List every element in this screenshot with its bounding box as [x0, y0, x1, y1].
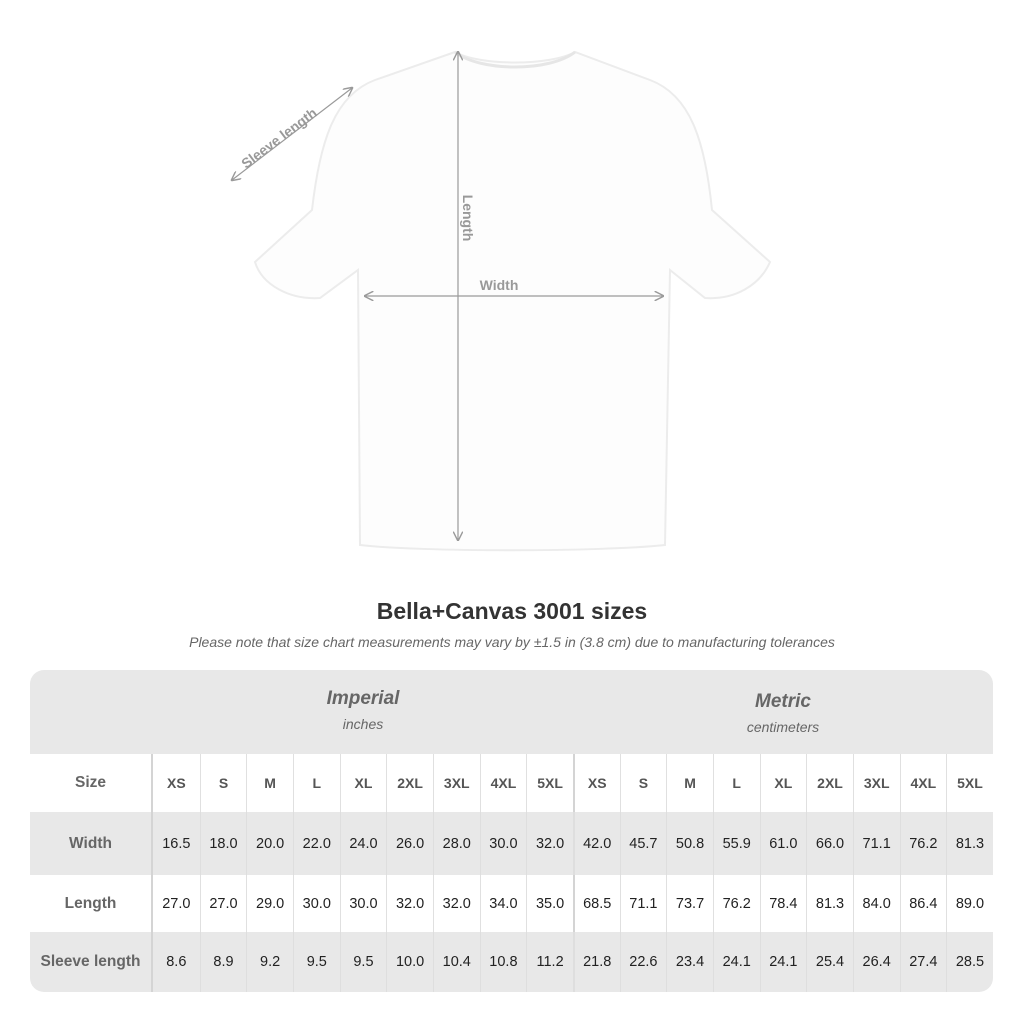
- value-cell: 32.0: [432, 875, 480, 932]
- value-cell: 71.1: [852, 812, 900, 875]
- value-cell: 89.0: [946, 875, 993, 932]
- imperial-unit: inches: [342, 716, 384, 732]
- value-cell: 26.4: [852, 932, 900, 992]
- value-cell: 71.1: [619, 875, 667, 932]
- size-header-cell: L: [712, 754, 760, 812]
- table-row: Length 27.0 27.0 29.0 30.0 30.0 32.0 32.0 34.0 35…: [30, 875, 993, 932]
- size-header-cell: 4XL: [479, 754, 527, 812]
- value-cell: 55.9: [712, 812, 760, 875]
- value-cell: 35.0: [526, 875, 573, 932]
- value-cell: 81.3: [806, 875, 853, 932]
- value-cell: 30.0: [292, 875, 340, 932]
- length-label: Length: [460, 195, 476, 242]
- value-cell: 8.6: [166, 954, 187, 970]
- sleeve-measure-line: [232, 88, 352, 180]
- value-cell: 10.0: [386, 932, 433, 992]
- metric-title: Metric: [755, 691, 811, 712]
- value-cell: 78.4: [759, 875, 807, 932]
- metric-unit: centimeters: [746, 719, 820, 735]
- value-cell: 24.1: [759, 932, 807, 992]
- tshirt-diagram: Sleeve length Length Width: [0, 50, 772, 552]
- sleeve-length-label: Sleeve length: [238, 104, 320, 171]
- value-cell: 11.2: [526, 932, 573, 992]
- size-table: Imperial inches Metric centimeters Size X…: [30, 670, 993, 992]
- value-cell: 20.0: [246, 812, 293, 875]
- imperial-title: Imperial: [326, 688, 400, 709]
- value-cell: 24.0: [339, 812, 387, 875]
- row-label: Width: [30, 812, 153, 875]
- value-cell: 10.4: [432, 932, 480, 992]
- size-header-cell: 5XL: [946, 754, 993, 812]
- size-header-cell: 3XL: [432, 754, 480, 812]
- size-header-cell: M: [246, 754, 293, 812]
- value-cell: 32.0: [386, 875, 433, 932]
- value-cell: 21.8: [572, 932, 620, 992]
- value-cell: 81.3: [946, 812, 993, 875]
- table-row: Sleeve length 8.6 8.9 9.2 9.5 9.5 10.0 10.4 10.8…: [30, 932, 993, 992]
- size-header-cell: L: [292, 754, 340, 812]
- size-header-row: Size XS S M L XL 2XL 3XL 4XL 5XL XS S M L XL 2XL 3XL 4XL 5…: [30, 754, 993, 812]
- size-header-cell: S: [619, 754, 667, 812]
- metric-header: Metric centimeters: [573, 691, 993, 735]
- chart-title: Bella+Canvas 3001 sizes: [376, 598, 648, 624]
- value-cell: 9.5: [339, 932, 387, 992]
- value-cell: 24.1: [712, 932, 760, 992]
- value-cell: 73.7: [666, 875, 713, 932]
- value-cell: 8.9: [199, 932, 247, 992]
- value-cell: 16.5: [162, 835, 191, 852]
- value-cell: 66.0: [806, 812, 853, 875]
- value-cell: 9.2: [246, 932, 293, 992]
- value-cell: 30.0: [339, 875, 387, 932]
- tolerance-note: Please note that size chart measurements…: [189, 634, 835, 650]
- size-header-cell: 2XL: [386, 754, 433, 812]
- tshirt-shape: [253, 50, 772, 552]
- value-cell: 26.0: [386, 812, 433, 875]
- size-header-cell: XS: [166, 775, 186, 791]
- value-cell: 27.0: [162, 895, 191, 912]
- value-cell: 61.0: [759, 812, 807, 875]
- value-cell: 84.0: [852, 875, 900, 932]
- value-cell: 30.0: [479, 812, 527, 875]
- size-header-cell: XL: [339, 754, 387, 812]
- value-cell: 76.2: [712, 875, 760, 932]
- value-cell: 10.8: [479, 932, 527, 992]
- value-cell: 76.2: [899, 812, 947, 875]
- table-row: Width 16.5 18.0 20.0 22.0 24.0 26.0 28.0 30.0 32.…: [30, 812, 993, 875]
- row-label: Length: [30, 875, 153, 932]
- value-cell: 32.0: [526, 812, 573, 875]
- width-label: Width: [480, 277, 519, 293]
- size-header-cell: XL: [759, 754, 807, 812]
- value-cell: 23.4: [666, 932, 713, 992]
- size-header-cell: 2XL: [806, 754, 853, 812]
- value-cell: 28.0: [432, 812, 480, 875]
- size-header-cell: 4XL: [899, 754, 947, 812]
- size-header-cell: S: [199, 754, 247, 812]
- value-cell: 22.6: [619, 932, 667, 992]
- value-cell: 42.0: [572, 812, 620, 875]
- value-cell: 29.0: [246, 875, 293, 932]
- row-label: Size: [30, 754, 153, 812]
- value-cell: 45.7: [619, 812, 667, 875]
- value-cell: 27.4: [899, 932, 947, 992]
- size-header-cell: 5XL: [526, 754, 573, 812]
- value-cell: 9.5: [292, 932, 340, 992]
- value-cell: 68.5: [572, 875, 620, 932]
- value-cell: 27.0: [199, 875, 247, 932]
- value-cell: 28.5: [946, 932, 993, 992]
- size-header-cell: 3XL: [852, 754, 900, 812]
- unit-header: Imperial inches Metric centimeters: [30, 670, 993, 754]
- size-header-cell: XS: [572, 754, 620, 812]
- value-cell: 25.4: [806, 932, 853, 992]
- value-cell: 50.8: [666, 812, 713, 875]
- row-label: Sleeve length: [30, 932, 153, 992]
- size-header-cell: M: [666, 754, 713, 812]
- value-cell: 34.0: [479, 875, 527, 932]
- value-cell: 86.4: [899, 875, 947, 932]
- imperial-header: Imperial inches: [153, 688, 573, 732]
- value-cell: 22.0: [292, 812, 340, 875]
- value-cell: 18.0: [199, 812, 247, 875]
